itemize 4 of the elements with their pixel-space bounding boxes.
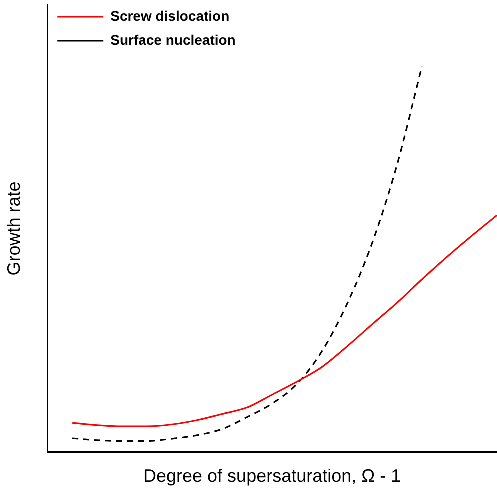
y-axis-title: Growth rate bbox=[4, 182, 24, 276]
legend-label: Surface nucleation bbox=[110, 32, 236, 48]
legend-label: Screw dislocation bbox=[110, 8, 230, 24]
x-axis-title: Degree of supersaturation, Ω - 1 bbox=[144, 466, 402, 486]
